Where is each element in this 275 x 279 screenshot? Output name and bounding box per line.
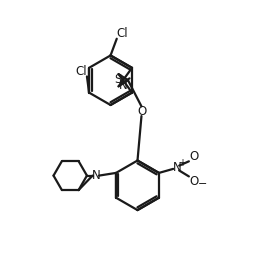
Text: Cl: Cl: [76, 64, 87, 78]
Text: N: N: [92, 169, 100, 182]
Text: S: S: [114, 73, 122, 86]
Text: O: O: [190, 175, 199, 188]
Text: Cl: Cl: [116, 27, 128, 40]
Text: +: +: [178, 158, 186, 168]
Text: O: O: [190, 150, 199, 163]
Text: O: O: [138, 105, 147, 118]
Text: N: N: [119, 78, 128, 92]
Text: N: N: [172, 161, 181, 174]
Text: −: −: [198, 179, 207, 189]
